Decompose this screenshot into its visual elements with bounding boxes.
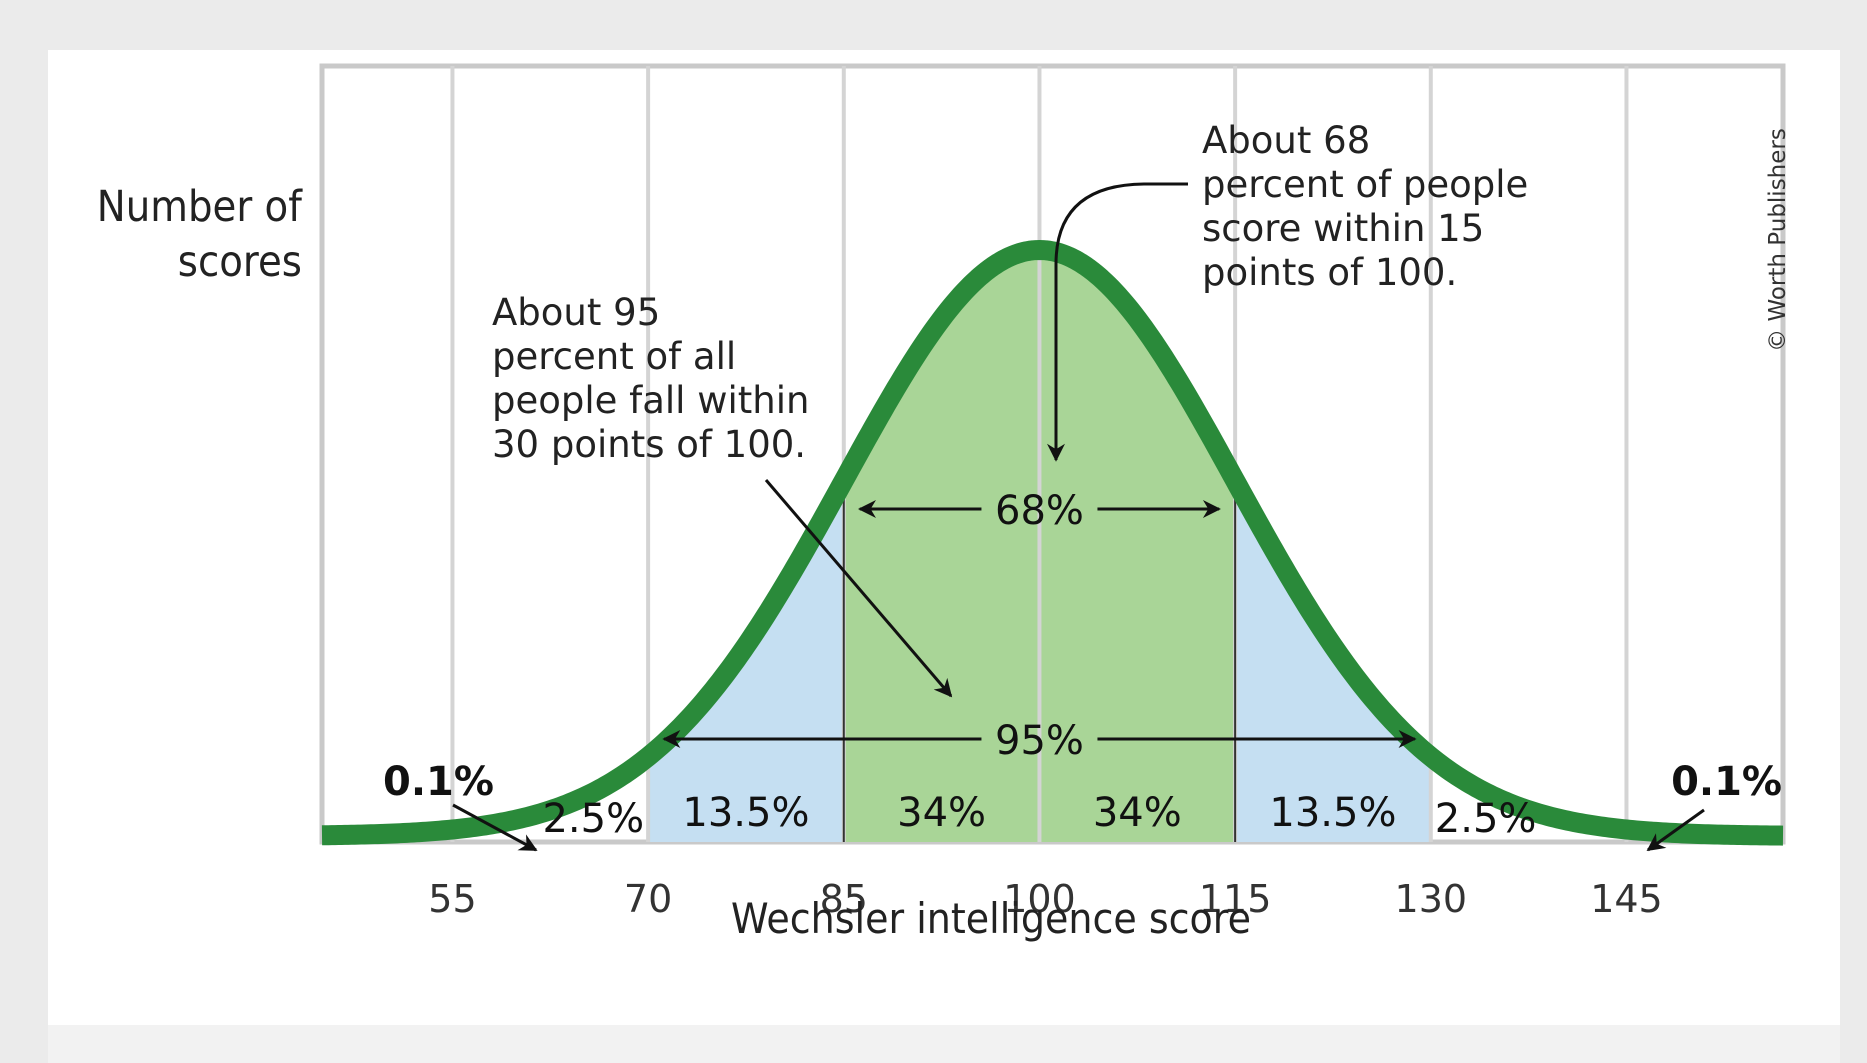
span-label-1: 95%: [995, 718, 1084, 764]
y-axis-label-line-2: scores: [177, 237, 302, 287]
region-labels: 0.1% 2.5% 13.5% 34% 34% 13.5% 2.5% 0.1%: [383, 759, 1782, 852]
region-label-5: 13.5%: [1269, 790, 1396, 836]
annotation-95-line-2: people fall within: [492, 379, 809, 422]
x-tick-label-85: 85: [820, 877, 868, 921]
bell-curve-chart: 68% 95% 0.1% 2.5% 13.5% 34% 34% 13.5% 2.5%0.1% …: [315, 63, 1791, 943]
annotation-68-line-0: About 68: [1202, 119, 1370, 162]
x-tick-label-145: 145: [1590, 877, 1663, 921]
footer-band: [48, 1025, 1840, 1063]
x-tick-label-130: 130: [1395, 877, 1468, 921]
annotation-68-text: About 68 percent of people score within 15…: [1202, 119, 1528, 294]
annotation-95-line-0: About 95: [492, 291, 660, 334]
tail-arrow-right: [1646, 808, 1705, 852]
annotation-95-line-3: 30 points of 100.: [492, 423, 806, 466]
region-label-6: 2.5%: [1435, 796, 1537, 842]
span-label-0: 68%: [995, 488, 1084, 534]
x-tick-label-55: 55: [428, 877, 476, 921]
x-tick-labels: 55 70 85 100 115 130 145: [428, 877, 1662, 921]
annotation-68-line-1: percent of people: [1202, 163, 1528, 206]
annotation-95-line-1: percent of all: [492, 335, 736, 378]
figure-panel: Number of scores 68% 95% 0.1% 2.5% 13.5% 34%…: [48, 50, 1840, 1063]
tail-arrow-left: [452, 803, 538, 852]
curve-layer: [315, 240, 1790, 846]
x-tick-label-115: 115: [1199, 877, 1272, 921]
annotation-68-arrow: [1047, 182, 1188, 462]
annotation-68-line-3: points of 100.: [1202, 251, 1457, 294]
annotation-95-text: About 95 percent of all people fall within…: [492, 291, 809, 466]
copyright-text: © Worth Publishers: [1765, 128, 1791, 352]
region-label-4: 34%: [1093, 790, 1182, 836]
x-axis-label: Wechsler intelligence score: [731, 894, 1251, 943]
bell-curve: [315, 240, 1790, 846]
annotations: About 68 percent of people score within 15…: [492, 119, 1528, 698]
annotation-68-line-2: score within 15: [1202, 207, 1484, 250]
annotation-95-arrow: [764, 479, 953, 698]
region-label-2: 13.5%: [682, 790, 809, 836]
y-axis-label-line-1: Number of: [96, 182, 302, 232]
region-boundaries: [842, 488, 1237, 842]
region-label-1: 2.5%: [542, 796, 644, 842]
x-tick-label-70: 70: [624, 877, 672, 921]
x-tick-label-100: 100: [1003, 877, 1076, 921]
region-label-0: 0.1%: [383, 759, 494, 805]
span-arrows: 68% 95%: [662, 488, 1417, 764]
region-label-7: 0.1%: [1671, 759, 1782, 805]
region-label-3: 34%: [897, 790, 986, 836]
